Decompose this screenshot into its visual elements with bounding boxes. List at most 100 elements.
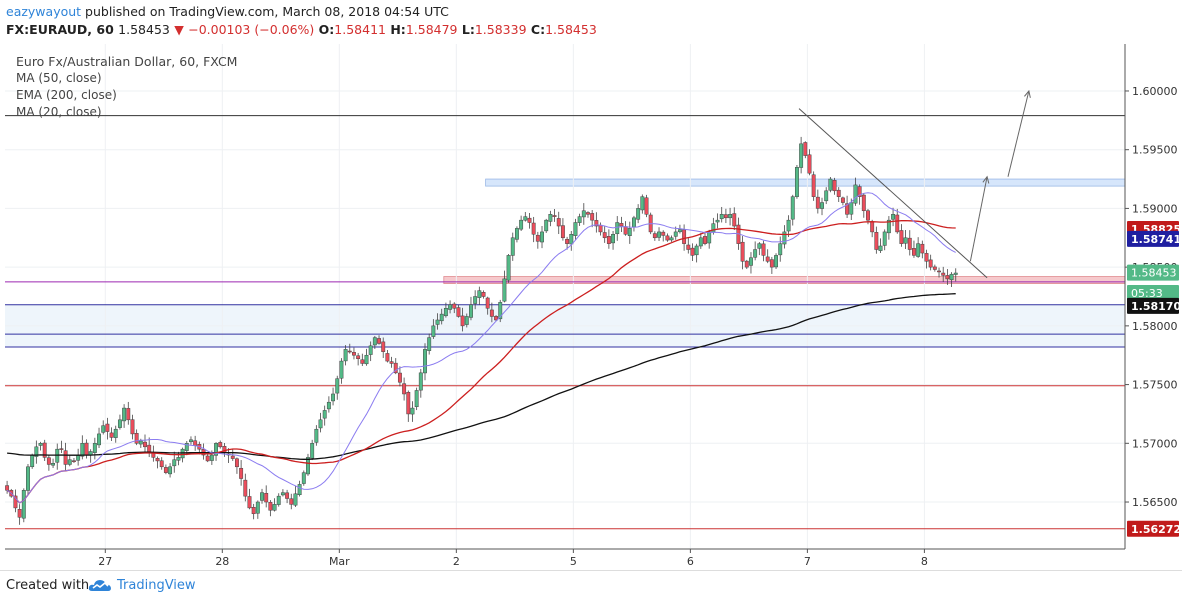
- candle-body-9: [42, 442, 47, 458]
- moving-averages-layer: [6, 192, 956, 504]
- candle-body-126: [531, 222, 536, 235]
- legend-ema200[interactable]: EMA (200, close): [16, 88, 117, 102]
- footer: Created with TradingView: [0, 570, 1182, 603]
- candle-body-185: [778, 243, 783, 256]
- price-chart[interactable]: 1.600001.595001.590001.585001.580001.575…: [5, 44, 1181, 570]
- candle-body-7: [34, 446, 39, 457]
- candle-body-26: [113, 428, 118, 438]
- candle-body-76: [322, 410, 327, 419]
- candle-body-77: [326, 401, 331, 410]
- candle-body-97: [410, 407, 415, 415]
- down-arrow-icon: ▼: [174, 22, 184, 37]
- candle-body-224: [941, 272, 946, 276]
- chart-area[interactable]: 1.600001.595001.590001.585001.580001.575…: [5, 44, 1181, 570]
- candle-body-203: [853, 184, 858, 204]
- candle-body-128: [540, 231, 544, 243]
- candle-body-83: [352, 352, 356, 356]
- candle-body-158: [665, 235, 670, 241]
- open-label: O:: [318, 22, 335, 37]
- tradingview-cloud-icon[interactable]: [88, 577, 112, 597]
- time-tick-3: 2: [453, 555, 460, 568]
- candle-body-192: [807, 154, 812, 174]
- candle-body-92: [389, 361, 394, 364]
- header-bar: eazywayout published on TradingView.com,…: [0, 0, 1182, 44]
- candle-body-87: [368, 345, 373, 355]
- candle-body-147: [619, 223, 624, 227]
- candle-body-78: [331, 393, 336, 402]
- candle-body-208: [874, 232, 879, 250]
- candle-body-111: [469, 304, 473, 318]
- price-tick-1: 1.59500: [1132, 144, 1178, 157]
- candle-body-55: [234, 458, 239, 468]
- candle-body-27: [117, 419, 122, 428]
- candle-body-13: [59, 448, 64, 450]
- candle-body-127: [535, 234, 540, 242]
- zone-1: [485, 178, 1126, 187]
- candle-body-166: [698, 237, 703, 247]
- candle-body-98: [414, 390, 419, 408]
- forecast-arrowhead-1: [1024, 89, 1031, 98]
- tradingview-link[interactable]: TradingView: [117, 578, 196, 593]
- candle-body-171: [719, 214, 724, 220]
- price-label-1: 1.58741: [1131, 233, 1181, 246]
- trendline: [798, 108, 988, 279]
- candle-body-196: [824, 190, 829, 202]
- candle-body-113: [477, 290, 482, 298]
- price-label-bg-2: [1127, 264, 1179, 281]
- candle-body-23: [101, 425, 106, 433]
- candle-body-176: [740, 241, 745, 262]
- time-tick-6: 7: [804, 555, 811, 568]
- candle-body-193: [811, 174, 816, 197]
- candle-body-124: [523, 216, 528, 221]
- forecast-arrowhead-0: [982, 175, 990, 184]
- candle-body-120: [506, 255, 511, 281]
- candle-body-209: [878, 245, 883, 251]
- price-tick-2: 1.59000: [1132, 202, 1178, 215]
- candle-body-88: [372, 337, 377, 346]
- candle-body-135: [569, 234, 574, 245]
- candle-body-130: [548, 214, 553, 222]
- price-label-bg-1: [1127, 230, 1179, 247]
- candle-body-44: [189, 439, 193, 443]
- price-label-4: 1.58170: [1131, 300, 1181, 313]
- candle-body-119: [502, 278, 507, 302]
- candle-body-84: [356, 355, 361, 359]
- author-link[interactable]: eazywayout: [6, 4, 82, 19]
- candle-body-48: [205, 455, 210, 462]
- candle-body-129: [544, 219, 549, 232]
- candle-body-116: [489, 309, 494, 317]
- publish-line: eazywayout published on TradingView.com,…: [6, 4, 449, 19]
- candle-body-86: [364, 354, 369, 365]
- low-label: L:: [461, 22, 475, 37]
- candle-body-163: [686, 244, 691, 250]
- legend-ma50[interactable]: MA (50, close): [16, 71, 102, 85]
- symbol-label[interactable]: FX:EURAUD, 60: [6, 22, 114, 37]
- candle-body-205: [861, 194, 866, 212]
- candle-body-81: [343, 349, 348, 362]
- candle-body-146: [615, 222, 620, 235]
- candle-body-101: [427, 337, 432, 351]
- candle-body-190: [799, 143, 804, 168]
- candle-body-15: [67, 459, 72, 465]
- legend-title: Euro Fx/Australian Dollar, 60, FXCM: [16, 54, 238, 69]
- candle-body-189: [794, 167, 799, 197]
- candle-body-153: [644, 197, 649, 215]
- candle-body-65: [276, 495, 281, 505]
- candle-body-122: [514, 228, 519, 240]
- forecast-arrow-0: [969, 176, 988, 262]
- time-tick-4: 5: [570, 555, 577, 568]
- candle-body-90: [381, 341, 386, 352]
- candle-body-198: [832, 180, 837, 192]
- candle-body-213: [895, 214, 900, 233]
- candle-body-197: [828, 178, 833, 191]
- candle-body-58: [247, 496, 252, 509]
- candle-body-125: [527, 217, 532, 223]
- candle-body-159: [669, 237, 674, 241]
- candle-body-54: [230, 455, 235, 459]
- candle-body-214: [899, 230, 904, 244]
- candle-body-151: [636, 208, 641, 220]
- price-label-bg-3: [1127, 284, 1179, 301]
- legend-ma20[interactable]: MA (20, close): [16, 105, 102, 119]
- candle-body-60: [255, 501, 260, 514]
